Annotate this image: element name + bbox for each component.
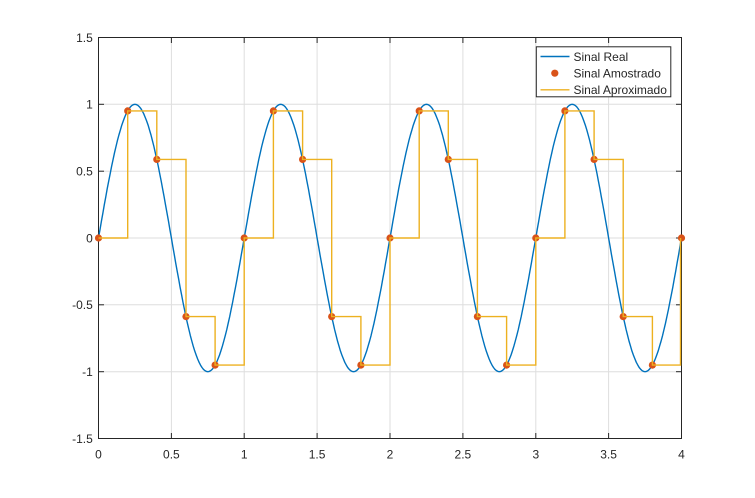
svg-text:3: 3: [532, 448, 539, 462]
svg-text:3.5: 3.5: [600, 448, 617, 462]
svg-text:1.5: 1.5: [76, 31, 93, 45]
svg-text:Sinal Aproximado: Sinal Aproximado: [574, 83, 668, 97]
svg-text:-1: -1: [82, 365, 93, 379]
svg-text:0: 0: [86, 231, 93, 245]
svg-text:0: 0: [95, 448, 102, 462]
svg-text:-0.5: -0.5: [72, 298, 93, 312]
svg-text:1.5: 1.5: [309, 448, 326, 462]
svg-text:0.5: 0.5: [76, 165, 93, 179]
svg-text:1: 1: [241, 448, 248, 462]
svg-text:Sinal Real: Sinal Real: [574, 50, 629, 64]
svg-text:2: 2: [387, 448, 394, 462]
svg-text:-1.5: -1.5: [72, 432, 93, 446]
svg-text:4: 4: [678, 448, 685, 462]
svg-text:2.5: 2.5: [455, 448, 472, 462]
svg-text:0.5: 0.5: [163, 448, 180, 462]
svg-text:1: 1: [86, 98, 93, 112]
svg-text:Sinal Amostrado: Sinal Amostrado: [574, 67, 662, 81]
